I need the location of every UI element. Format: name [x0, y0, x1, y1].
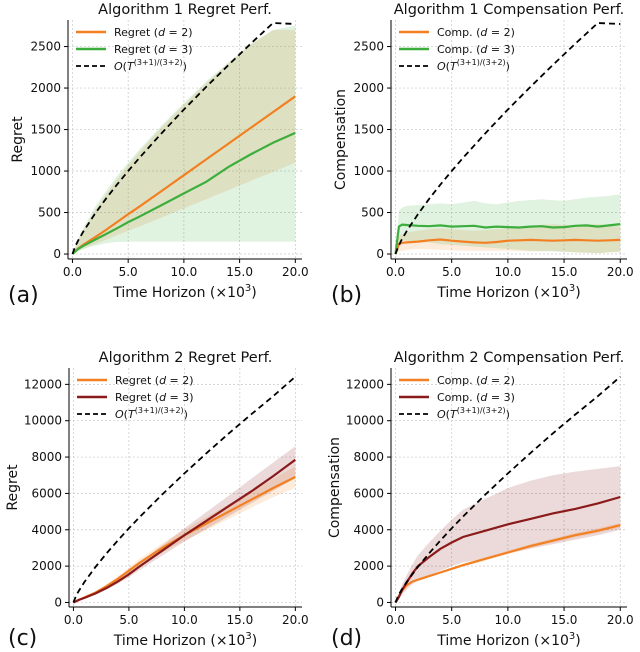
x-axis-label: Time Horizon (×103): [113, 631, 258, 649]
panel-label: (d): [331, 626, 362, 651]
y-tick-label: 8000: [31, 450, 62, 464]
legend-label: O(T(3+1)/(3+2)): [437, 58, 510, 73]
x-tick-label: 5.0: [119, 265, 138, 279]
legend-label: O(T(3+1)/(3+2)): [115, 406, 188, 421]
series-line-2: [72, 376, 296, 603]
x-tick-label: 20.0: [607, 613, 634, 627]
y-tick-label: 2000: [353, 559, 384, 573]
series-line-1: [71, 131, 296, 255]
y-tick-label: 0: [376, 595, 384, 609]
y-tick-label: 4000: [31, 523, 62, 537]
y-axis-label: Regret: [5, 464, 21, 511]
panel-label: (c): [8, 626, 37, 651]
x-tick-label: 0.0: [386, 613, 405, 627]
panel-0: 0.0 5.0 10.0 15.0 20.0 0 500 1000 1500 2000 2500 Al…: [8, 2, 309, 308]
confidence-band-1: [395, 194, 621, 254]
y-tick-label: 2000: [30, 81, 61, 95]
x-tick-label: 10.0: [171, 265, 198, 279]
confidence-band-0: [395, 224, 621, 254]
y-tick-label: 6000: [353, 486, 384, 500]
y-tick-label: 4000: [353, 523, 384, 537]
x-tick-label: 10.0: [495, 265, 522, 279]
series-line-1: [394, 223, 621, 255]
chart-title: Algorithm 1 Regret Perf.: [98, 2, 272, 18]
x-axis-label: Time Horizon (×103): [436, 631, 581, 649]
series-line-0: [71, 95, 296, 255]
x-axis-label: Time Horizon (×103): [112, 283, 257, 301]
x-tick-label: 10.0: [171, 613, 198, 627]
y-tick-label: 1500: [30, 123, 61, 137]
panel-3: 0.0 5.0 10.0 15.0 20.0 0 2000 4000 6000 8000 10000…: [327, 350, 634, 651]
y-tick-label: 10000: [24, 414, 62, 428]
y-tick-label: 10000: [346, 414, 384, 428]
legend-label: O(T(3+1)/(3+2)): [114, 58, 187, 73]
legend-label: Comp. (d = 2): [437, 374, 515, 387]
x-tick-label: 15.0: [227, 613, 254, 627]
chart-title: Algorithm 2 Regret Perf.: [99, 350, 273, 366]
x-tick-label: 0.0: [63, 265, 82, 279]
y-tick-label: 2500: [353, 40, 384, 54]
y-tick-label: 1000: [30, 164, 61, 178]
y-tick-label: 500: [361, 206, 384, 220]
y-tick-label: 0: [53, 247, 61, 261]
series-line-0: [394, 238, 621, 255]
y-tick-label: 6000: [31, 486, 62, 500]
x-tick-label: 0.0: [386, 265, 405, 279]
legend-label: Comp. (d = 3): [437, 391, 515, 404]
legend: Comp. (d = 2) Comp. (d = 3) O(T(3+1)/(3+2)…: [399, 374, 515, 421]
x-tick-label: 5.0: [442, 265, 461, 279]
x-tick-label: 15.0: [226, 265, 253, 279]
y-tick-label: 1000: [353, 164, 384, 178]
legend-label: Comp. (d = 2): [437, 26, 515, 39]
y-tick-label: 0: [54, 595, 62, 609]
y-tick-label: 1500: [353, 123, 384, 137]
legend-label: Regret (d = 3): [114, 43, 193, 56]
x-tick-label: 10.0: [495, 613, 522, 627]
y-tick-label: 2000: [353, 81, 384, 95]
y-tick-label: 0: [376, 247, 384, 261]
legend: Regret (d = 2) Regret (d = 3) O(T(3+1)/(3+…: [77, 374, 194, 421]
confidence-band-1: [72, 25, 296, 254]
panel-2: 0.0 5.0 10.0 15.0 20.0 0 2000 4000 6000 8000 10000…: [5, 350, 309, 651]
legend-label: Regret (d = 3): [115, 391, 194, 404]
series-line-2: [71, 22, 296, 255]
x-tick-label: 5.0: [119, 613, 138, 627]
x-tick-label: 20.0: [282, 613, 309, 627]
series-line-1: [72, 458, 296, 604]
chart-title: Algorithm 2 Compensation Perf.: [394, 350, 625, 366]
panel-label: (b): [331, 283, 362, 308]
series-line-2: [394, 22, 621, 255]
legend-label: O(T(3+1)/(3+2)): [437, 406, 510, 421]
x-tick-label: 20.0: [282, 265, 309, 279]
y-tick-label: 500: [38, 206, 61, 220]
y-tick-label: 12000: [24, 377, 62, 391]
y-axis-label: Compensation: [327, 437, 343, 538]
series-line-2: [394, 376, 621, 603]
legend-label: Comp. (d = 3): [437, 43, 515, 56]
x-tick-label: 15.0: [551, 613, 578, 627]
y-tick-label: 8000: [353, 450, 384, 464]
x-tick-label: 15.0: [551, 265, 578, 279]
confidence-band-0: [72, 30, 296, 254]
legend: Regret (d = 2) Regret (d = 3) O(T(3+1)/(3+…: [76, 26, 193, 73]
legend-label: Regret (d = 2): [114, 26, 193, 39]
confidence-band-1: [395, 466, 621, 603]
y-axis-label: Regret: [10, 116, 26, 163]
legend-label: Regret (d = 2): [115, 374, 194, 387]
y-tick-label: 2500: [30, 40, 61, 54]
x-axis-label: Time Horizon (×103): [436, 283, 581, 301]
y-tick-label: 2000: [31, 559, 62, 573]
x-tick-label: 0.0: [64, 613, 83, 627]
y-axis-label: Compensation: [333, 89, 349, 190]
y-tick-label: 12000: [346, 377, 384, 391]
legend: Comp. (d = 2) Comp. (d = 3) O(T(3+1)/(3+2)…: [399, 26, 515, 73]
chart-title: Algorithm 1 Compensation Perf.: [394, 2, 625, 18]
panel-label: (a): [8, 283, 39, 308]
x-tick-label: 20.0: [607, 265, 634, 279]
x-tick-label: 5.0: [442, 613, 461, 627]
series-line-0: [394, 524, 621, 604]
panel-1: 0.0 5.0 10.0 15.0 20.0 0 500 1000 1500 2000 2500 Al…: [331, 2, 634, 308]
